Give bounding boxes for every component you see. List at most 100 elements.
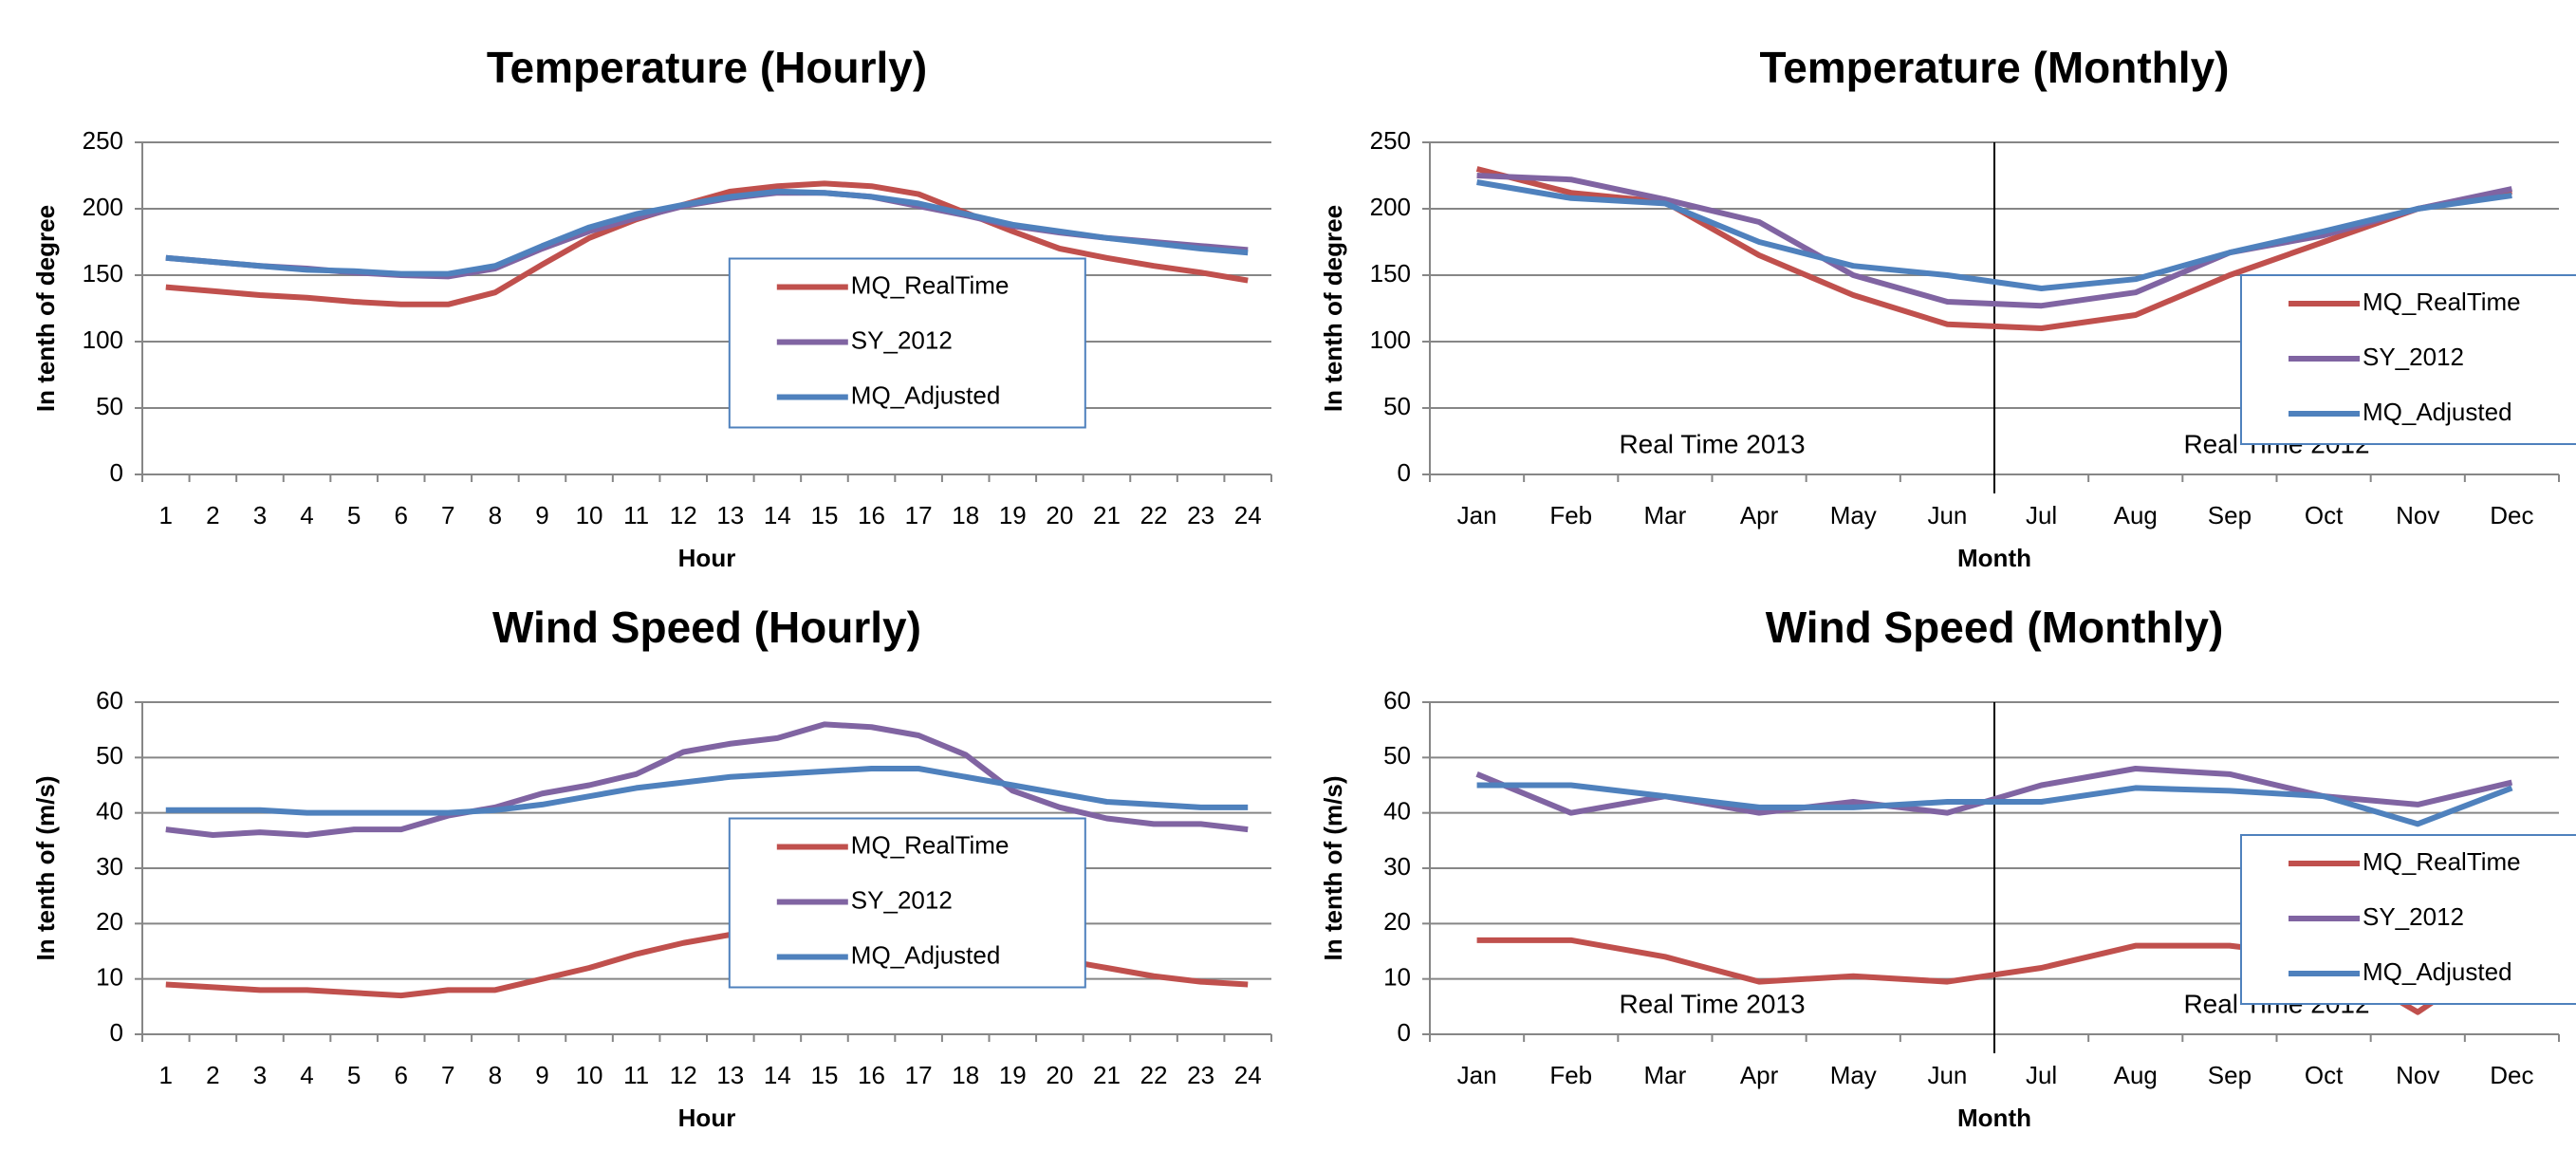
x-tick-label: Jun	[1927, 501, 1967, 529]
x-tick-label: 24	[1234, 1061, 1262, 1089]
x-tick-label: 5	[347, 501, 361, 529]
x-tick-label: 12	[670, 501, 697, 529]
x-tick-label: 11	[623, 1061, 649, 1089]
x-tick-label: 18	[952, 501, 979, 529]
x-tick-label: Jan	[1457, 1061, 1497, 1089]
legend-label: SY_2012	[851, 325, 953, 354]
x-tick-label: 13	[716, 1061, 744, 1089]
chart-title: Wind Speed (Monthly)	[1766, 603, 2224, 652]
legend-label: MQ_Adjusted	[851, 381, 1001, 409]
x-tick-label: 5	[347, 1061, 361, 1089]
y-tick-label: 0	[1398, 458, 1411, 487]
series-line	[1476, 173, 2513, 309]
x-tick-label: 14	[764, 1061, 791, 1089]
legend-label: SY_2012	[2363, 902, 2464, 931]
legend: MQ_RealTime SY_2012 MQ_Adjusted	[728, 817, 1086, 989]
y-tick-label: 200	[1370, 193, 1411, 221]
y-tick-label: 40	[1383, 797, 1411, 826]
y-tick-label: 50	[1383, 392, 1411, 420]
chart-panel: Temperature (Monthly) 0 50 100 150 200 250 Jan F…	[1319, 43, 2576, 572]
x-tick-label: 17	[905, 1061, 933, 1089]
x-tick-label: 14	[764, 501, 791, 529]
annotation: Real Time 2013	[1619, 989, 1805, 1018]
chart-title: Temperature (Hourly)	[487, 43, 927, 92]
y-axis-label: In tenth of degree	[1319, 205, 1347, 412]
x-tick-label: 24	[1234, 501, 1262, 529]
annotation: Real Time 2013	[1619, 429, 1805, 458]
chart-title: Temperature (Monthly)	[1760, 43, 2230, 92]
x-axis-label: Month	[1957, 544, 2031, 572]
y-tick-label: 200	[83, 193, 123, 221]
x-tick-label: 21	[1093, 1061, 1121, 1089]
x-tick-label: 3	[253, 501, 267, 529]
y-tick-label: 20	[1383, 907, 1411, 936]
y-axis-label: In tenth of (m/s)	[1319, 776, 1347, 961]
legend-label: MQ_RealTime	[851, 270, 1010, 299]
x-tick-label: 8	[489, 1061, 502, 1089]
x-tick-label: 10	[576, 501, 603, 529]
x-tick-label: 18	[952, 1061, 979, 1089]
legend-label: MQ_RealTime	[2363, 847, 2521, 876]
x-tick-label: 23	[1187, 501, 1214, 529]
legend: MQ_RealTime SY_2012 MQ_Adjusted	[2240, 834, 2576, 1005]
x-tick-label: 20	[1046, 1061, 1073, 1089]
legend: MQ_RealTime SY_2012 MQ_Adjusted	[728, 257, 1086, 429]
legend-label: SY_2012	[851, 885, 953, 914]
x-tick-label: Dec	[2490, 1061, 2533, 1089]
x-tick-label: 4	[300, 501, 313, 529]
y-tick-label: 50	[1383, 741, 1411, 770]
y-tick-label: 30	[1383, 852, 1411, 881]
x-tick-label: Feb	[1549, 1061, 1592, 1089]
x-tick-label: 9	[535, 501, 548, 529]
x-tick-label: 12	[670, 1061, 697, 1089]
series-line	[1476, 179, 2512, 291]
y-tick-label: 50	[96, 741, 123, 770]
x-tick-label: 7	[441, 1061, 454, 1089]
x-tick-label: 19	[999, 1061, 1027, 1089]
x-tick-label: 23	[1187, 1061, 1214, 1089]
x-tick-label: 11	[623, 501, 649, 529]
series-line	[165, 766, 1249, 816]
x-tick-label: 22	[1140, 501, 1168, 529]
x-tick-label: 16	[858, 501, 885, 529]
legend: MQ_RealTime SY_2012 MQ_Adjusted	[2240, 274, 2576, 445]
x-tick-label: Nov	[2396, 501, 2439, 529]
x-tick-label: 19	[999, 501, 1027, 529]
y-tick-label: 0	[1398, 1018, 1411, 1047]
x-tick-label: Oct	[2305, 501, 2344, 529]
y-tick-label: 150	[1370, 259, 1411, 288]
x-tick-label: 2	[206, 1061, 219, 1089]
series-line	[165, 188, 1249, 277]
legend-label: MQ_RealTime	[851, 830, 1010, 859]
legend-label: SY_2012	[2363, 343, 2464, 371]
x-tick-label: Jul	[2026, 501, 2057, 529]
y-tick-label: 40	[96, 797, 123, 826]
legend-label: MQ_Adjusted	[2363, 957, 2512, 986]
x-tick-label: Jun	[1927, 1061, 1967, 1089]
series-line	[1476, 782, 2513, 827]
chart-panel: Wind Speed (Monthly) 0 10 20 30 40 50 60 Jan Feb M…	[1319, 603, 2576, 1132]
y-tick-label: 10	[1383, 963, 1411, 992]
x-tick-label: Oct	[2305, 1061, 2344, 1089]
x-tick-label: 10	[576, 1061, 603, 1089]
y-tick-label: 20	[96, 907, 123, 936]
y-tick-label: 0	[110, 458, 123, 487]
y-tick-label: 60	[96, 686, 123, 715]
x-tick-label: Aug	[2114, 1061, 2158, 1089]
y-tick-label: 250	[1370, 126, 1411, 155]
x-tick-label: 4	[300, 1061, 313, 1089]
y-axis-label: In tenth of degree	[31, 205, 60, 412]
x-tick-label: Apr	[1740, 1061, 1779, 1089]
y-tick-label: 30	[96, 852, 123, 881]
x-tick-label: 21	[1093, 501, 1121, 529]
y-tick-label: 100	[83, 325, 123, 354]
legend-label: MQ_Adjusted	[2363, 398, 2512, 426]
x-tick-label: 20	[1046, 501, 1073, 529]
y-tick-label: 250	[83, 126, 123, 155]
x-tick-label: 16	[858, 1061, 885, 1089]
x-tick-label: 1	[159, 501, 173, 529]
x-tick-label: 8	[489, 501, 502, 529]
